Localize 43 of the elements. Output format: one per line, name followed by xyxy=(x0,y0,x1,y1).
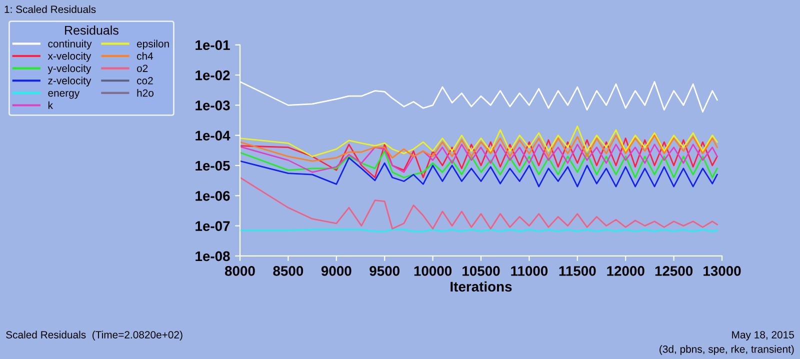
x-tick-label: 12000 xyxy=(607,266,644,276)
legend-label: o2 xyxy=(136,64,148,72)
x-axis-title: Iterations xyxy=(450,281,512,292)
legend-label: h2o xyxy=(137,89,154,97)
x-tick-label: 11500 xyxy=(559,266,596,276)
x-tick-label: 8000 xyxy=(224,266,255,276)
y-tick-label: 1e-03 xyxy=(196,100,230,110)
legend-label: k xyxy=(48,101,53,109)
y-tick-label: 1e-01 xyxy=(196,40,230,50)
legend-title: Residuals xyxy=(65,26,118,35)
line-series xyxy=(240,157,718,188)
x-tick-label: 11000 xyxy=(511,266,548,276)
text: May 18, 2015 xyxy=(732,331,794,341)
y-tick-label: 1e-06 xyxy=(196,190,230,201)
line-series xyxy=(240,126,718,158)
x-tick-label: 9000 xyxy=(321,266,352,276)
line-series xyxy=(240,144,718,173)
y-tick-label: 1e-07 xyxy=(196,221,230,231)
text: (3d, pbns, spe, rke, transient) xyxy=(660,345,794,355)
x-tick-label: 10500 xyxy=(462,266,500,276)
x-tick-label: 10000 xyxy=(414,266,452,276)
y-tick-label: 1e-04 xyxy=(196,130,230,141)
legend-label: z-velocity xyxy=(48,76,92,86)
text: Scaled Residuals (Time=2.0820e+02) xyxy=(6,330,182,341)
line-series xyxy=(240,134,718,162)
text: 1: Scaled Residuals xyxy=(4,5,96,14)
x-tick-label: 12500 xyxy=(655,266,693,276)
line-series xyxy=(240,138,718,178)
x-tick-label: 8500 xyxy=(273,266,304,276)
x-tick-label: 9500 xyxy=(370,266,400,276)
legend-label: x-velocity xyxy=(48,52,92,62)
legend-label: ch4 xyxy=(136,52,154,60)
legend-label: energy xyxy=(48,90,80,99)
y-tick-label: 1e-08 xyxy=(196,251,230,262)
legend-label: continuity xyxy=(48,40,92,50)
line-series xyxy=(240,150,718,178)
line-series xyxy=(240,176,718,230)
legend-label: y-velocity xyxy=(48,64,92,74)
x-tick-label: 13000 xyxy=(704,266,741,276)
legend-label: epsilon xyxy=(136,40,169,50)
y-tick-label: 1e-05 xyxy=(196,160,230,171)
legend-label: co2 xyxy=(136,77,153,84)
y-tick-label: 1e-02 xyxy=(196,70,230,80)
